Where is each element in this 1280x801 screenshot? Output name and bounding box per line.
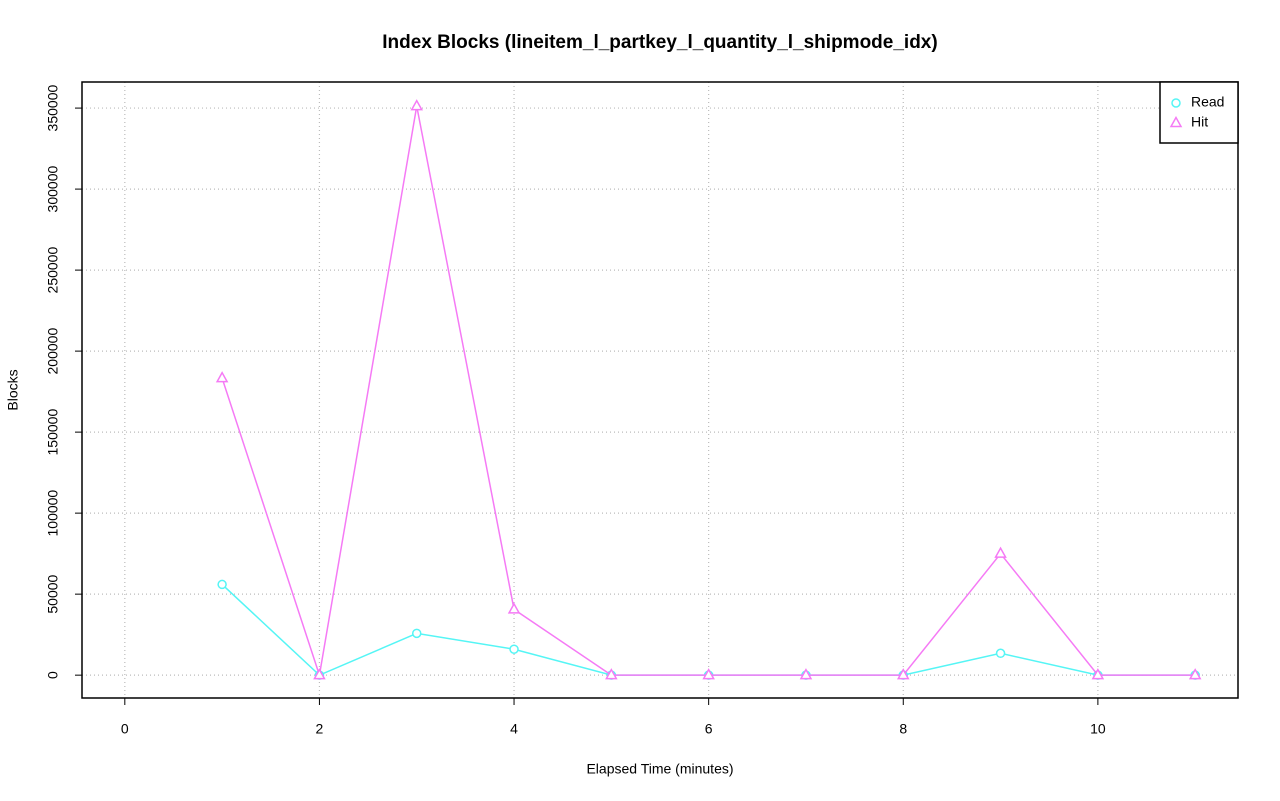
legend-label: Read <box>1191 94 1224 110</box>
triangle-marker <box>896 668 910 680</box>
legend-box <box>1159 81 1239 144</box>
legend: Read Hit <box>1159 81 1239 144</box>
circle-marker <box>509 644 519 654</box>
triangle-marker <box>1169 115 1183 128</box>
x-tick-label: 0 <box>121 721 129 737</box>
triangle-marker <box>605 668 618 680</box>
legend-label: Hit <box>1191 114 1208 130</box>
triangle-marker <box>215 371 229 383</box>
circle-marker <box>411 628 422 639</box>
triangle-marker <box>313 668 326 680</box>
y-tick-label: 50000 <box>45 574 61 613</box>
circle-marker <box>217 579 227 590</box>
triangle-marker <box>799 668 813 680</box>
y-tick-label: 0 <box>45 671 61 679</box>
x-tick-label: 4 <box>510 721 518 737</box>
triangle-marker <box>1091 668 1105 680</box>
x-axis-label: Elapsed Time (minutes) <box>586 761 733 777</box>
x-tick-label: 8 <box>899 721 907 737</box>
y-tick-label: 200000 <box>45 328 61 375</box>
y-tick-label: 100000 <box>45 490 61 537</box>
plot-frame <box>81 81 1239 699</box>
triangle-marker <box>702 668 715 680</box>
y-tick-label: 150000 <box>45 409 61 456</box>
x-tick-label: 10 <box>1090 721 1106 737</box>
y-tick-label: 350000 <box>45 85 61 132</box>
chart-title: Index Blocks (lineitem_l_partkey_l_quant… <box>382 32 937 53</box>
triangle-marker <box>410 99 424 111</box>
circle-marker <box>995 648 1006 659</box>
x-tick-label: 2 <box>316 721 324 737</box>
y-tick-label: 300000 <box>45 166 61 213</box>
y-axis-label: Blocks <box>5 369 21 410</box>
triangle-marker <box>1188 668 1202 680</box>
y-tick-label: 250000 <box>45 247 61 294</box>
circle-marker <box>1171 98 1181 108</box>
x-tick-label: 6 <box>705 721 713 737</box>
triangle-marker <box>507 602 521 614</box>
triangle-marker <box>994 546 1007 558</box>
